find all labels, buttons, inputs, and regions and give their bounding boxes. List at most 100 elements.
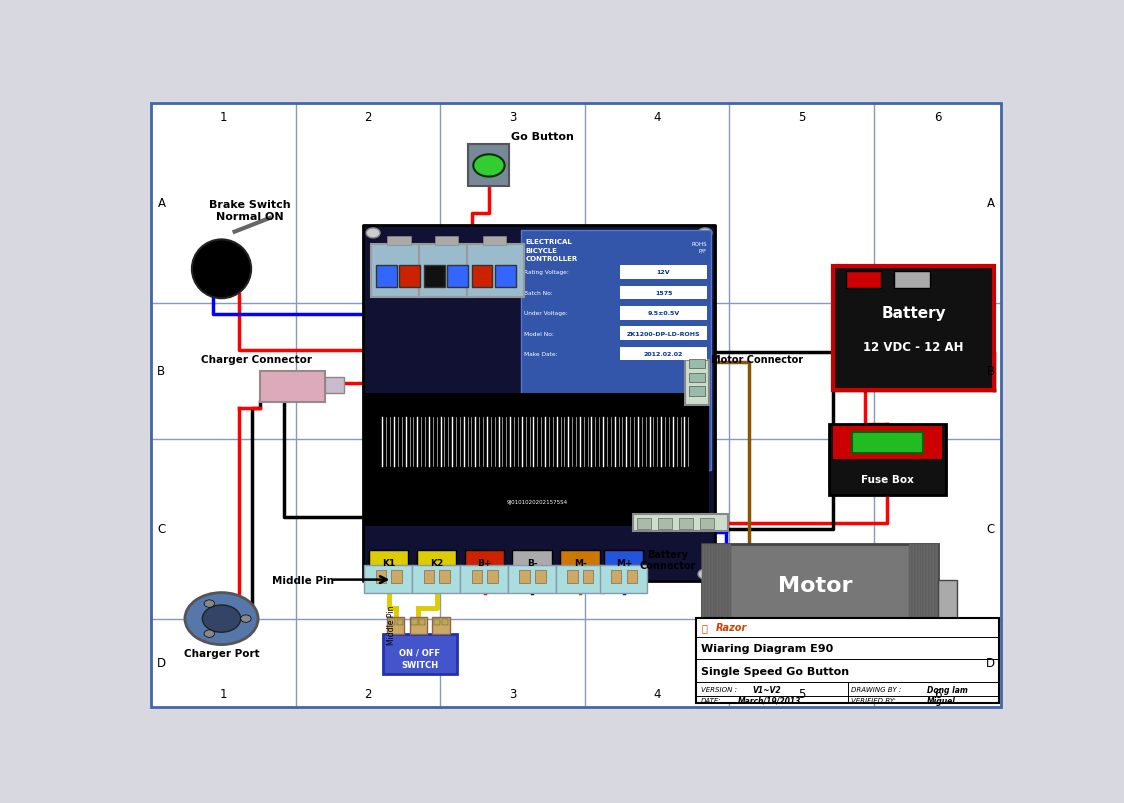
- Bar: [519, 570, 529, 584]
- Bar: [926, 544, 930, 662]
- Bar: [689, 387, 705, 396]
- Bar: [447, 266, 468, 288]
- Bar: [689, 360, 705, 369]
- Bar: [637, 519, 651, 530]
- Bar: [260, 372, 325, 402]
- Bar: [909, 544, 913, 662]
- Text: DRAWING BY :: DRAWING BY :: [851, 687, 901, 692]
- Bar: [924, 544, 926, 662]
- Bar: [495, 266, 516, 288]
- Bar: [382, 634, 456, 675]
- Text: ZK1200-DP-LD-ROHS: ZK1200-DP-LD-ROHS: [627, 332, 700, 336]
- Bar: [702, 544, 937, 662]
- Bar: [409, 617, 427, 634]
- Text: Under Voltage:: Under Voltage:: [524, 311, 568, 316]
- Bar: [419, 619, 425, 626]
- Bar: [599, 565, 647, 593]
- Text: Charger Connector: Charger Connector: [201, 354, 312, 364]
- Bar: [833, 267, 995, 390]
- Text: B: B: [157, 365, 165, 378]
- Text: 2: 2: [364, 687, 372, 700]
- Bar: [369, 550, 408, 575]
- Bar: [915, 544, 918, 662]
- Bar: [397, 619, 402, 626]
- Bar: [620, 327, 707, 340]
- Text: VERIFIED BY:: VERIFIED BY:: [851, 697, 896, 703]
- Text: P/F: P/F: [698, 248, 707, 253]
- Text: 6: 6: [934, 687, 941, 700]
- Text: 12 VDC - 12 AH: 12 VDC - 12 AH: [863, 340, 964, 353]
- Text: Dong lam: Dong lam: [926, 685, 968, 694]
- Circle shape: [366, 229, 380, 238]
- Ellipse shape: [192, 240, 251, 299]
- Bar: [472, 570, 482, 584]
- Text: March/19/2013: March/19/2013: [738, 696, 801, 705]
- Bar: [689, 373, 705, 383]
- Bar: [702, 544, 705, 662]
- Bar: [568, 570, 578, 584]
- Bar: [620, 348, 707, 361]
- Bar: [391, 570, 402, 584]
- Bar: [535, 570, 545, 584]
- Bar: [714, 544, 716, 662]
- Text: 5: 5: [798, 111, 806, 124]
- Bar: [932, 544, 935, 662]
- Text: Rating Voltage:: Rating Voltage:: [524, 270, 569, 275]
- Bar: [833, 427, 942, 459]
- Bar: [846, 271, 881, 288]
- Bar: [716, 544, 719, 662]
- Bar: [620, 286, 707, 300]
- Text: 3: 3: [509, 111, 516, 124]
- Bar: [620, 266, 707, 279]
- Bar: [852, 433, 923, 454]
- Circle shape: [202, 605, 241, 633]
- Bar: [387, 237, 410, 246]
- Text: VERSION :: VERSION :: [700, 687, 736, 692]
- Bar: [424, 266, 444, 288]
- Text: Middle Pin: Middle Pin: [387, 605, 396, 645]
- Bar: [325, 377, 344, 393]
- Text: B+: B+: [478, 558, 492, 567]
- Bar: [363, 226, 715, 581]
- Bar: [620, 307, 707, 320]
- Text: DATE:: DATE:: [700, 697, 722, 703]
- Bar: [387, 617, 405, 634]
- Text: 1: 1: [219, 111, 227, 124]
- Bar: [611, 570, 622, 584]
- Text: Brake Switch
Normal ON: Brake Switch Normal ON: [209, 200, 290, 222]
- Circle shape: [205, 630, 215, 638]
- Bar: [633, 515, 728, 532]
- Bar: [685, 361, 709, 406]
- Bar: [719, 544, 722, 662]
- Text: Make Date:: Make Date:: [524, 352, 558, 357]
- Text: 1: 1: [219, 687, 227, 700]
- Text: M+: M+: [616, 558, 633, 567]
- Bar: [433, 617, 450, 634]
- Bar: [472, 266, 492, 288]
- Text: Model No:: Model No:: [524, 332, 554, 336]
- Bar: [828, 424, 946, 495]
- Circle shape: [698, 569, 711, 579]
- Bar: [487, 570, 498, 584]
- Text: MY 6812B  12
100W: MY 6812B 12 100W: [781, 618, 849, 640]
- Text: Motor: Motor: [778, 576, 852, 596]
- Bar: [468, 145, 509, 187]
- Bar: [375, 570, 387, 584]
- Text: 9.5±0.5V: 9.5±0.5V: [647, 311, 680, 316]
- Text: B: B: [987, 365, 995, 378]
- Text: ON / OFF: ON / OFF: [399, 648, 441, 657]
- Bar: [696, 618, 999, 703]
- Text: B-: B-: [527, 558, 537, 567]
- Bar: [375, 266, 397, 288]
- Text: K1: K1: [382, 558, 396, 567]
- Text: BICYCLE: BICYCLE: [526, 247, 558, 253]
- Text: V1~V2: V1~V2: [753, 685, 781, 694]
- Text: CONTROLLER: CONTROLLER: [526, 256, 578, 262]
- Bar: [561, 550, 599, 575]
- Bar: [583, 570, 593, 584]
- Bar: [468, 245, 524, 297]
- Text: 5: 5: [798, 687, 806, 700]
- Text: 9J01010202021575S4: 9J01010202021575S4: [507, 499, 568, 504]
- Circle shape: [185, 593, 259, 645]
- Bar: [419, 245, 475, 297]
